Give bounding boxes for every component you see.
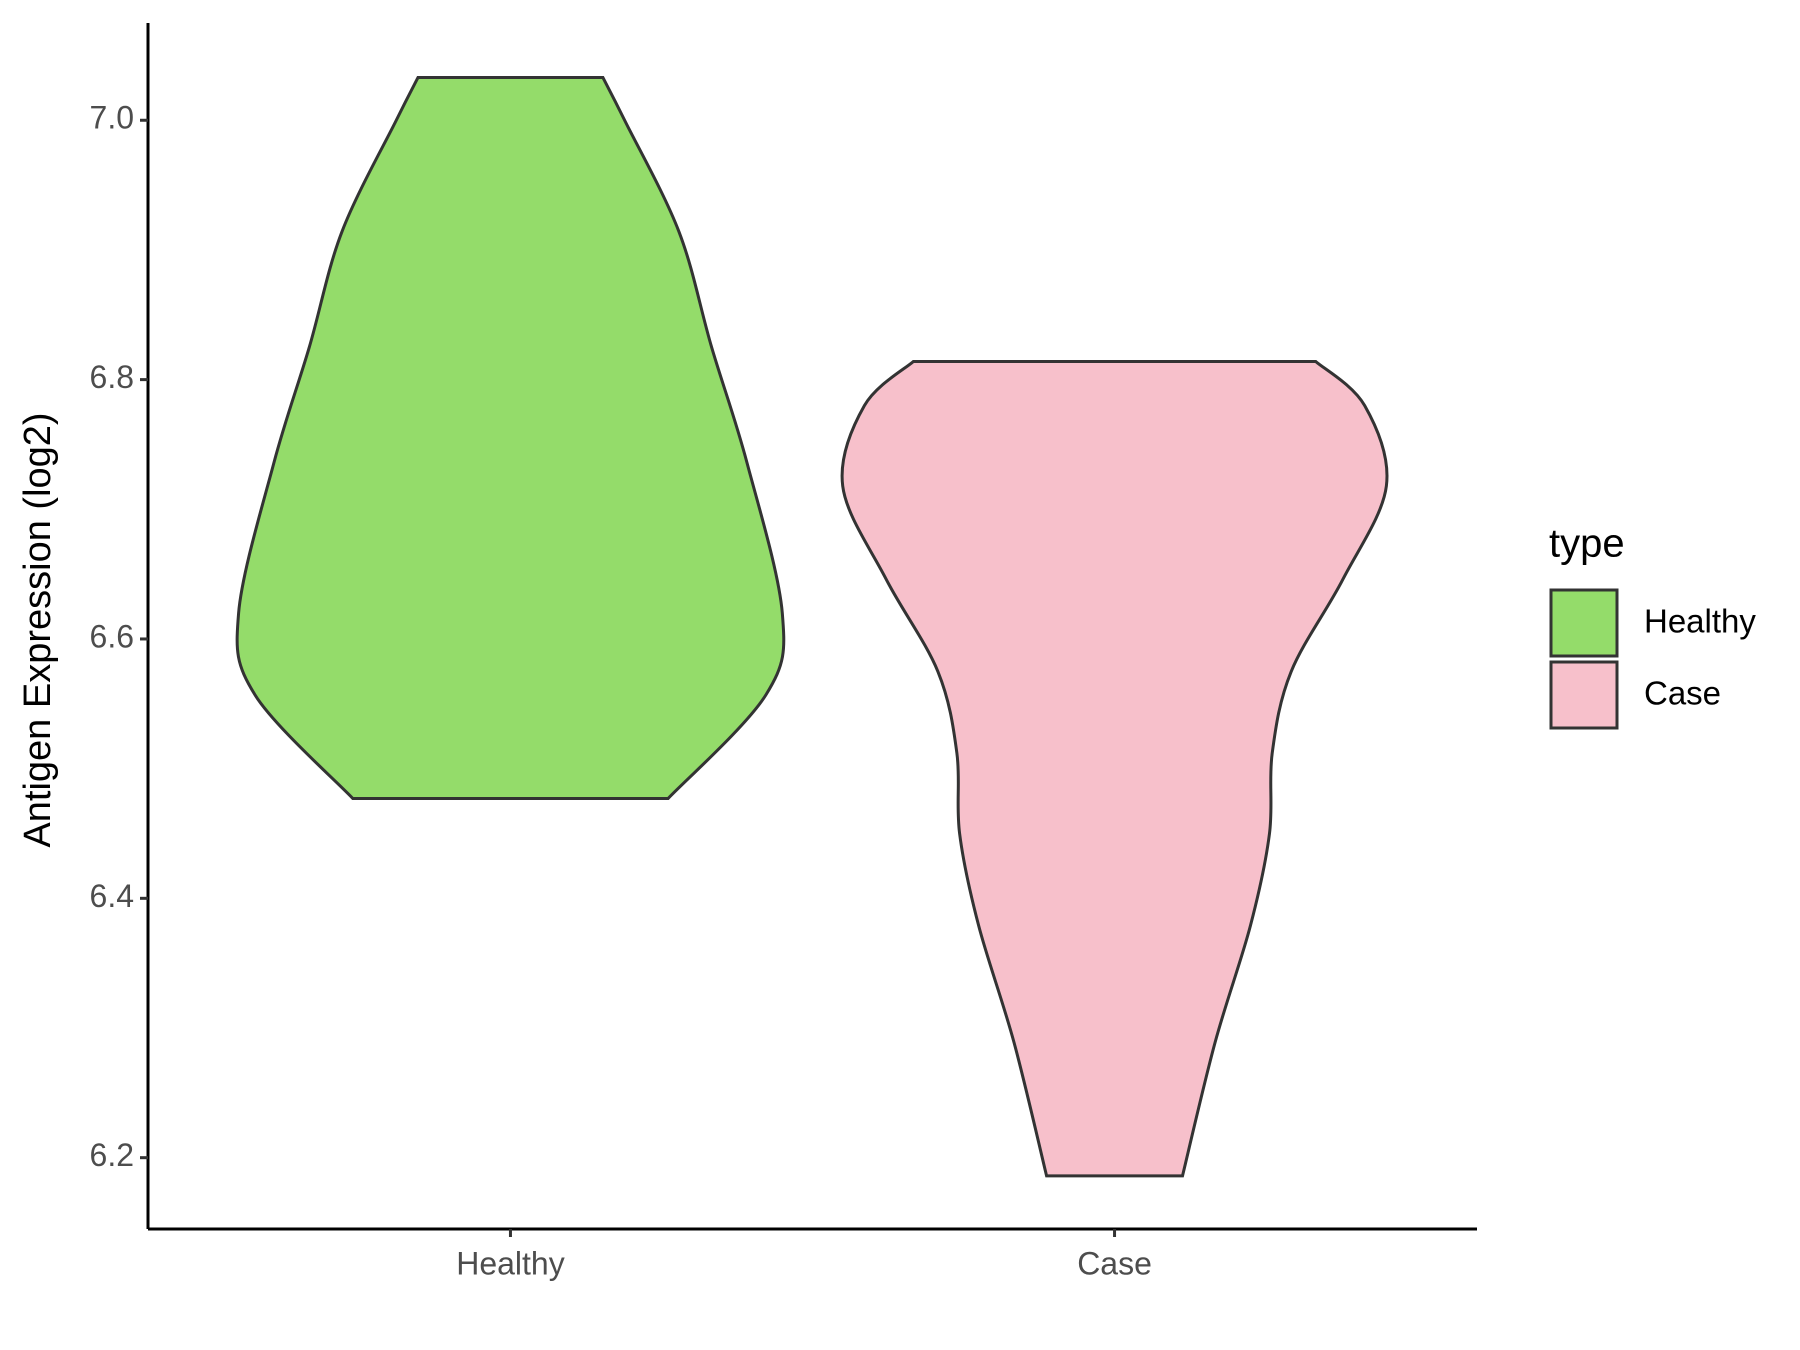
legend-title: type bbox=[1549, 522, 1625, 566]
y-tick-label: 7.0 bbox=[90, 100, 134, 136]
x-tick-label: Healthy bbox=[456, 1245, 565, 1281]
legend-key bbox=[1549, 588, 1619, 658]
legend-key bbox=[1549, 660, 1619, 730]
violin bbox=[235, 75, 786, 800]
x-tick-label: Case bbox=[1077, 1245, 1152, 1281]
legend-label: Case bbox=[1644, 675, 1721, 712]
y-tick-label: 6.6 bbox=[90, 618, 134, 654]
y-axis-title: Antigen Expression (log2) bbox=[17, 412, 59, 847]
y-tick-label: 6.2 bbox=[90, 1137, 134, 1173]
legend-label: Healthy bbox=[1644, 603, 1756, 640]
y-tick-label: 6.8 bbox=[90, 359, 134, 395]
y-tick-label: 6.4 bbox=[90, 878, 134, 914]
violin bbox=[840, 359, 1389, 1178]
